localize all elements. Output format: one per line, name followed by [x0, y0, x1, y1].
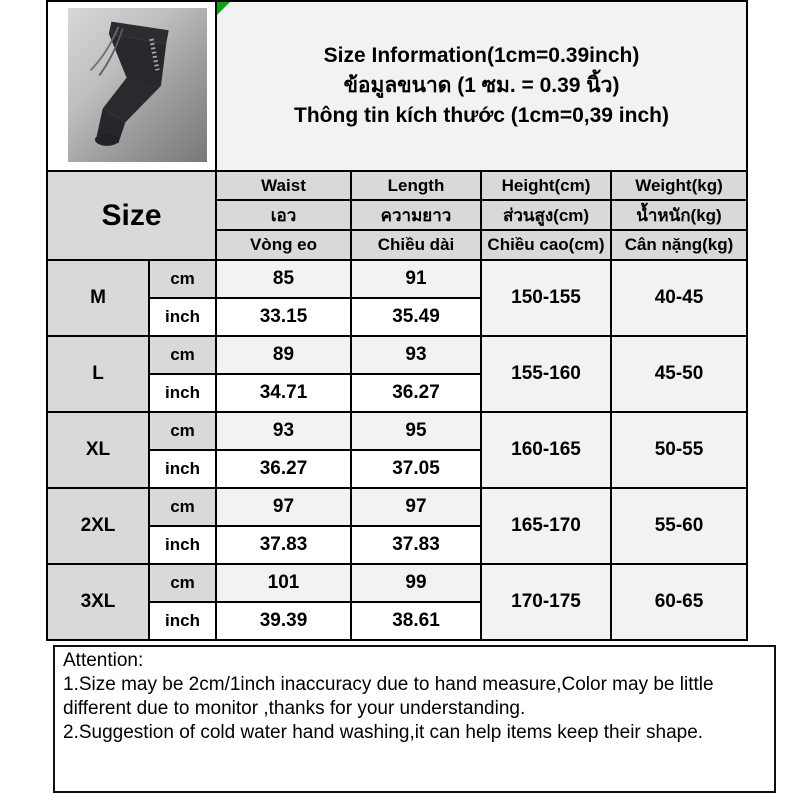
waist-inch-value: 36.27 [217, 451, 350, 487]
size-chart-table: Size Information(1cm=0.39inch) ข้อมูลขนา… [46, 0, 748, 641]
header-height-en: Height(cm) [482, 172, 610, 199]
waist-inch-value: 34.71 [217, 375, 350, 411]
title-cell: Size Information(1cm=0.39inch) ข้อมูลขนา… [217, 2, 746, 170]
attention-note-1: 1.Size may be 2cm/1inch inaccuracy due t… [63, 673, 714, 719]
height-range-value: 155-160 [482, 337, 610, 411]
header-length-en: Length [352, 172, 480, 199]
attention-box: Attention: 1.Size may be 2cm/1inch inacc… [53, 645, 776, 793]
weight-range-value: 40-45 [612, 261, 746, 335]
size-label-xl: XL [48, 413, 148, 487]
product-photo-cell [48, 2, 215, 170]
height-range-value: 170-175 [482, 565, 610, 639]
waist-cm-value: 97 [217, 489, 350, 525]
length-inch-value: 35.49 [352, 299, 480, 335]
weight-range-value: 60-65 [612, 565, 746, 639]
header-waist-vi: Vòng eo [217, 231, 350, 259]
pants-illustration [89, 21, 169, 146]
unit-inch-label: inch [150, 603, 215, 639]
length-cm-value: 93 [352, 337, 480, 373]
length-cm-value: 97 [352, 489, 480, 525]
unit-inch-label: inch [150, 375, 215, 411]
weight-range-value: 45-50 [612, 337, 746, 411]
attention-heading: Attention: [63, 650, 144, 671]
length-inch-value: 37.83 [352, 527, 480, 563]
attention-note-2: 2.Suggestion of cold water hand washing,… [63, 721, 704, 743]
waist-inch-value: 33.15 [217, 299, 350, 335]
size-label-l: L [48, 337, 148, 411]
unit-cm-label: cm [150, 489, 215, 525]
size-header: Size [48, 172, 215, 259]
product-photo [68, 8, 207, 162]
header-weight-vi: Cân nặng(kg) [612, 231, 746, 259]
header-waist-en: Waist [217, 172, 350, 199]
unit-inch-label: inch [150, 527, 215, 563]
title-vietnamese: Thông tin kích thước (1cm=0,39 inch) [294, 103, 669, 127]
title-english: Size Information(1cm=0.39inch) [323, 44, 640, 68]
weight-range-value: 50-55 [612, 413, 746, 487]
unit-inch-label: inch [150, 299, 215, 335]
size-label-3xl: 3XL [48, 565, 148, 639]
header-weight-th: น้ำหนัก(kg) [612, 201, 746, 229]
unit-cm-label: cm [150, 413, 215, 449]
height-range-value: 165-170 [482, 489, 610, 563]
waist-cm-value: 85 [217, 261, 350, 297]
unit-cm-label: cm [150, 261, 215, 297]
header-weight-en: Weight(kg) [612, 172, 746, 199]
unit-inch-label: inch [150, 451, 215, 487]
length-cm-value: 91 [352, 261, 480, 297]
height-range-value: 150-155 [482, 261, 610, 335]
header-height-vi: Chiều cao(cm) [482, 231, 610, 259]
unit-cm-label: cm [150, 565, 215, 601]
length-inch-value: 38.61 [352, 603, 480, 639]
waist-inch-value: 37.83 [217, 527, 350, 563]
length-inch-value: 36.27 [352, 375, 480, 411]
weight-range-value: 55-60 [612, 489, 746, 563]
header-waist-th: เอว [217, 201, 350, 229]
length-cm-value: 99 [352, 565, 480, 601]
height-range-value: 160-165 [482, 413, 610, 487]
size-label-m: M [48, 261, 148, 335]
unit-cm-label: cm [150, 337, 215, 373]
waist-cm-value: 101 [217, 565, 350, 601]
header-length-vi: Chiều dài [352, 231, 480, 259]
cell-corner-marker-icon [217, 2, 230, 15]
waist-cm-value: 89 [217, 337, 350, 373]
length-cm-value: 95 [352, 413, 480, 449]
header-height-th: ส่วนสูง(cm) [482, 201, 610, 229]
title-thai: ข้อมูลขนาด (1 ซม. = 0.39 นิ้ว) [343, 74, 620, 98]
length-inch-value: 37.05 [352, 451, 480, 487]
waist-inch-value: 39.39 [217, 603, 350, 639]
waist-cm-value: 93 [217, 413, 350, 449]
header-length-th: ความยาว [352, 201, 480, 229]
size-label-2xl: 2XL [48, 489, 148, 563]
